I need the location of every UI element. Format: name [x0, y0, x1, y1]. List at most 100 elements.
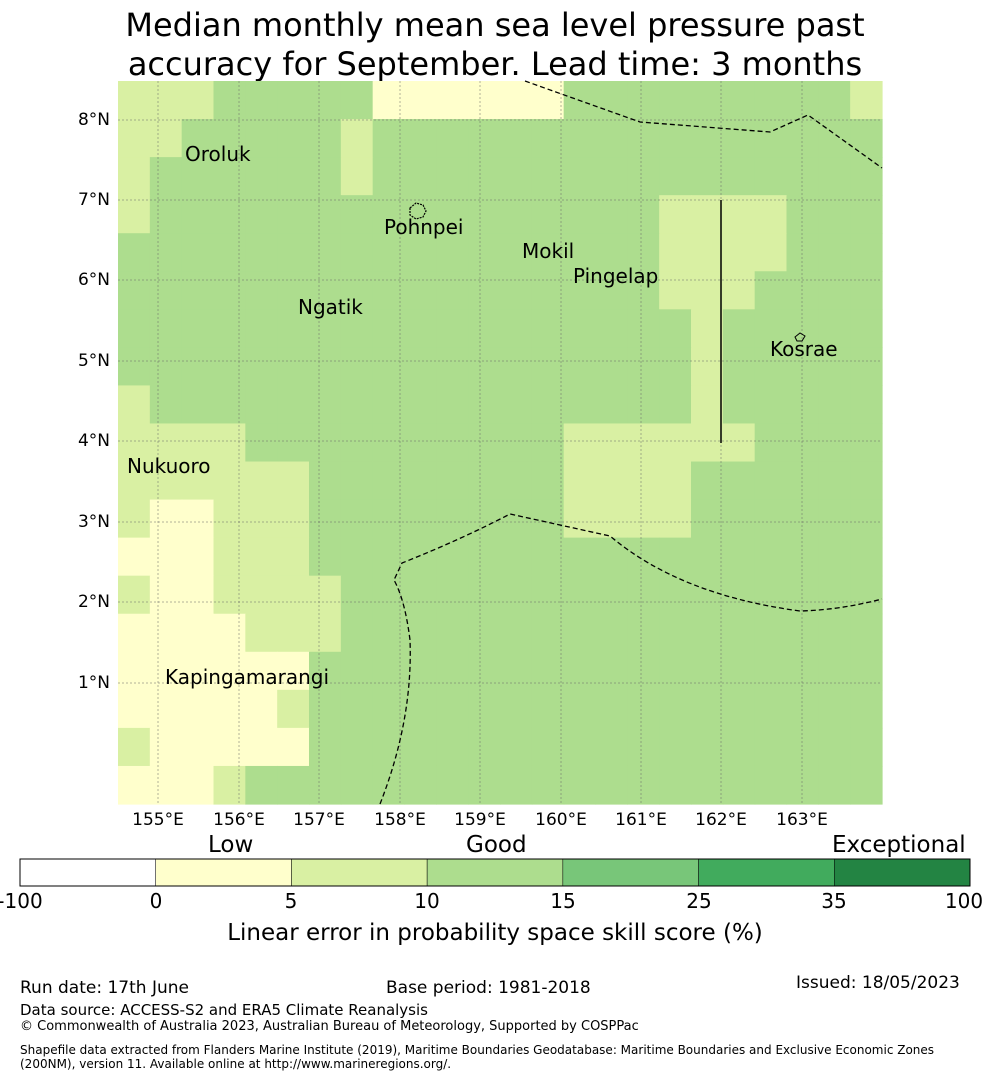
grid-cell [786, 233, 819, 272]
grid-cell [563, 309, 597, 348]
grid-cell [500, 195, 533, 234]
grid-cell [149, 575, 183, 615]
grid-cell [627, 347, 660, 387]
grid-cell [595, 727, 628, 767]
place-label-pingelap: Pingelap [573, 264, 659, 288]
grid-cell [691, 271, 724, 310]
grid-cell [691, 575, 724, 615]
grid-cell [436, 651, 469, 691]
grid-cell [245, 727, 278, 767]
grid-cell [627, 537, 660, 577]
grid-cell [340, 385, 374, 425]
grid-cell [213, 81, 246, 120]
grid-cell [786, 385, 819, 425]
grid-cell [595, 271, 628, 310]
grid-cell [850, 233, 883, 272]
grid-cell [436, 81, 469, 120]
grid-cell [691, 537, 724, 577]
grid-cell [659, 651, 692, 691]
grid-cell [309, 727, 342, 767]
grid-cell [245, 575, 278, 615]
grid-cell [372, 651, 406, 691]
lon-label: 155°E [132, 810, 184, 830]
grid-cell [468, 727, 501, 767]
colorbar-tick: 10 [414, 889, 440, 913]
grid-cell [754, 233, 788, 272]
grid-cell [595, 537, 628, 577]
grid-cell [118, 575, 151, 615]
grid-cell [468, 119, 501, 158]
lon-label: 161°E [615, 810, 667, 830]
grid-cell [245, 271, 278, 310]
colorbar-segment [698, 858, 835, 887]
grid-cell [563, 195, 597, 234]
grid-cell [404, 385, 437, 425]
grid-cell [850, 651, 883, 691]
grid-cell [531, 651, 565, 691]
grid-cell [500, 423, 533, 463]
grid-cell [149, 195, 183, 234]
grid-cell [531, 347, 565, 387]
colorbar-tick: -100 [0, 889, 43, 913]
grid-cell [818, 727, 851, 767]
grid-cell [436, 119, 469, 158]
grid-cell [468, 347, 501, 387]
grid-cell [372, 157, 406, 196]
grid-cell [563, 461, 597, 501]
grid-cell [309, 651, 342, 691]
grid-cell [372, 537, 406, 577]
grid-cell [181, 309, 215, 348]
grid-cell [531, 119, 565, 158]
grid-cell [213, 575, 246, 615]
grid-cell [563, 613, 597, 653]
grid-cell [818, 651, 851, 691]
grid-cell [149, 765, 183, 805]
grid-cell [722, 81, 756, 120]
grid-cell [309, 689, 342, 729]
grid-cell [277, 347, 310, 387]
grid-cell [595, 385, 628, 425]
lat-label: 8°N [77, 110, 110, 130]
grid-cell [309, 157, 342, 196]
grid-cell [850, 195, 883, 234]
grid-cell [786, 423, 819, 463]
grid-cell [627, 157, 660, 196]
eez-boundary-north [524, 80, 883, 169]
grid-cell [563, 727, 597, 767]
grid-cell [531, 423, 565, 463]
grid-cell [850, 119, 883, 158]
grid-cell [436, 765, 469, 805]
pohnpei-island [409, 202, 427, 220]
grid-cell [595, 309, 628, 348]
map-title-line-1: Median monthly mean sea level pressure p… [125, 6, 865, 44]
grid-cell [213, 651, 246, 691]
grid-cell [213, 271, 246, 310]
grid-cell [595, 613, 628, 653]
grid-cell [404, 461, 437, 501]
grid-cell [691, 651, 724, 691]
lon-label: 162°E [695, 810, 747, 830]
grid-cell [149, 689, 183, 729]
grid-cell [786, 195, 819, 234]
grid-cell [786, 157, 819, 196]
colorbar-category-low: Low [208, 832, 254, 858]
grid-cell [468, 651, 501, 691]
grid-cell [754, 195, 788, 234]
grid-cell [786, 309, 819, 348]
grid-cell [500, 347, 533, 387]
grid-cell [691, 119, 724, 158]
grid-cell [149, 613, 183, 653]
grid-cell [468, 499, 501, 539]
lon-label: 158°E [374, 810, 426, 830]
grid-cell [627, 575, 660, 615]
grid-cell [627, 689, 660, 729]
grid-cell [245, 765, 278, 805]
grid-cell [595, 575, 628, 615]
grid-cell [563, 271, 597, 310]
colorbar-segment [834, 858, 971, 887]
grid-cell [659, 423, 692, 463]
grid-cell [181, 727, 215, 767]
grid-cell [309, 347, 342, 387]
grid-cell [213, 195, 246, 234]
